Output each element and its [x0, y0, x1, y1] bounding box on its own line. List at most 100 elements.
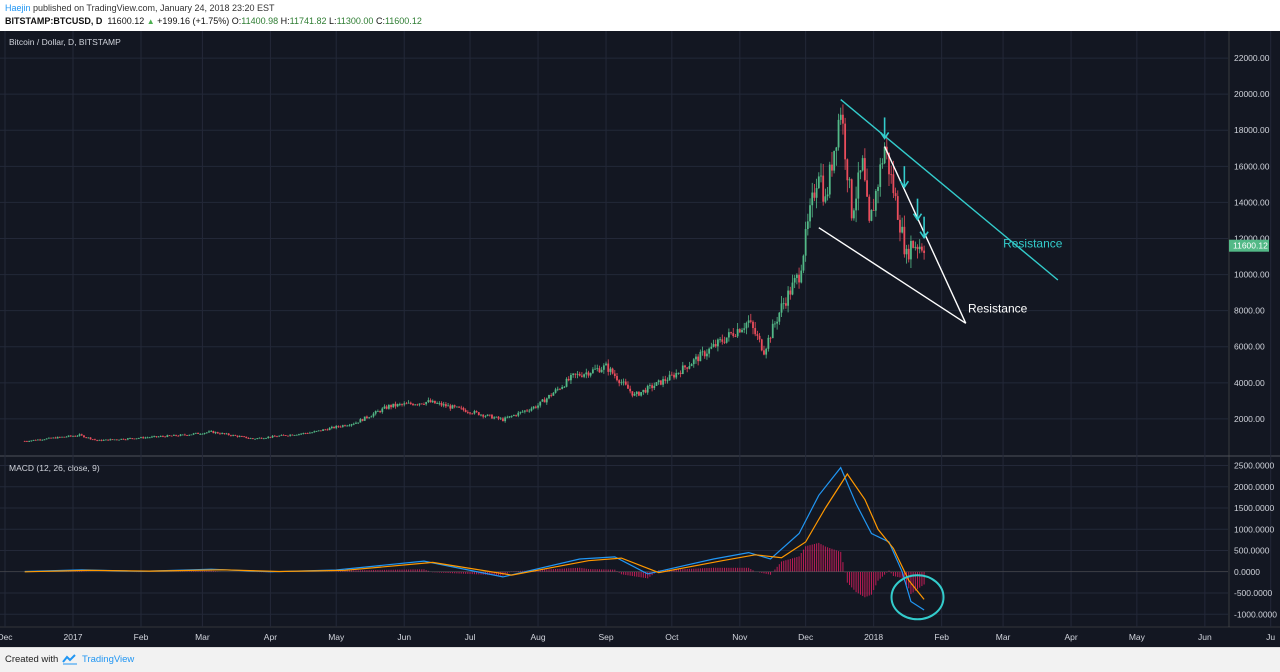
candle-body [502, 418, 504, 422]
candle-body [861, 158, 864, 171]
candle-body [657, 380, 660, 383]
candle-body [866, 180, 868, 197]
candle-body [394, 403, 397, 407]
candle-body [756, 334, 759, 336]
candle-body [26, 441, 28, 442]
candle-body [109, 439, 112, 441]
candle-body [414, 404, 417, 406]
time-tick-label: Aug [530, 632, 545, 642]
time-tick-label: 2018 [864, 632, 883, 642]
candle-body [83, 435, 85, 438]
time-tick-label: Oct [665, 632, 679, 642]
candle-body [774, 323, 776, 325]
close-value: 11600.12 [384, 16, 422, 26]
candle-body [61, 436, 63, 438]
candle-body [743, 328, 746, 330]
candle-body [304, 433, 307, 434]
candle-body [831, 164, 833, 171]
candle-body [401, 404, 403, 405]
candle-body [649, 385, 651, 386]
candle-body [578, 373, 581, 376]
candle-body [251, 438, 254, 440]
publish-text: published on TradingView.com, January 24… [33, 3, 275, 13]
candle-body [429, 400, 432, 403]
candle-body [135, 438, 138, 440]
candle-body [341, 425, 344, 427]
price-tick-label: 18000.00 [1234, 125, 1270, 135]
candle-body [853, 210, 855, 219]
candle-body [598, 368, 601, 373]
candle-body [633, 394, 636, 396]
candle-body [126, 438, 129, 440]
candle-body [295, 434, 298, 436]
last-price: 11600.12 [107, 16, 145, 26]
candle-body [710, 346, 713, 349]
candle-body [548, 395, 550, 399]
candle-body [791, 282, 794, 295]
candle-body [151, 436, 153, 438]
candle-body [863, 158, 866, 181]
candle-body [387, 404, 390, 409]
tradingview-brand[interactable]: TradingView [82, 654, 135, 665]
candle-body [765, 348, 768, 355]
candle-body [642, 389, 645, 393]
candle-body [787, 290, 789, 306]
candle-body [754, 328, 757, 335]
author-link[interactable]: Haejin [5, 3, 31, 13]
candle-body [910, 240, 912, 260]
candle-body [230, 435, 232, 436]
time-tick-label: Feb [134, 632, 149, 642]
candle-body [234, 435, 237, 436]
candle-body [440, 402, 443, 406]
candle-body [361, 419, 364, 421]
candle-body [681, 365, 684, 374]
candle-body [903, 226, 906, 255]
candle-body [499, 418, 502, 420]
chart-area[interactable]: 22000.00 20000.00 18000.00 16000.00 14000.00… [0, 31, 1280, 647]
chart-canvas[interactable]: 22000.00 20000.00 18000.00 16000.00 14000.00… [0, 31, 1280, 647]
candle-body [330, 426, 333, 428]
down-arrow-head-icon [912, 213, 923, 222]
time-tick-label: 2017 [64, 632, 83, 642]
candle-body [194, 432, 197, 434]
resistance-label: Resistance [1003, 237, 1063, 251]
candle-body [98, 439, 101, 441]
candle-body [844, 123, 847, 160]
candle-body [445, 404, 447, 407]
time-tick-label: May [328, 632, 345, 642]
tradingview-logo-icon [62, 654, 77, 665]
candle-body [870, 210, 873, 221]
candle-body [896, 196, 899, 220]
candle-body [798, 274, 800, 283]
candle-body [403, 403, 406, 405]
candle-body [335, 425, 338, 429]
time-tick-label: Jun [397, 632, 411, 642]
candle-body [822, 175, 825, 202]
candle-body [328, 427, 331, 431]
candle-body [611, 368, 614, 374]
candle-body [517, 412, 520, 416]
candle-body [817, 176, 820, 189]
candle-body [752, 321, 754, 329]
open-label: O: [231, 16, 242, 26]
candle-body [780, 303, 783, 313]
candle-body [271, 435, 274, 438]
candle-body [137, 438, 140, 439]
candle-body [199, 433, 202, 435]
candle-body [495, 416, 498, 418]
candle-body [69, 435, 72, 437]
candle-body [785, 303, 787, 306]
candle-body [311, 432, 313, 434]
candle-body [183, 434, 186, 436]
candle-body [741, 329, 743, 333]
candle-body [574, 373, 577, 375]
macd-pane-title: MACD (12, 26, close, 9) [9, 463, 100, 473]
candle-body [54, 437, 57, 439]
candle-body [201, 433, 204, 435]
candle-body [811, 192, 814, 206]
candle-body [94, 439, 96, 441]
candle-body [640, 392, 643, 396]
candle-body [346, 425, 349, 427]
candle-body [901, 226, 904, 233]
candle-body [475, 411, 478, 413]
